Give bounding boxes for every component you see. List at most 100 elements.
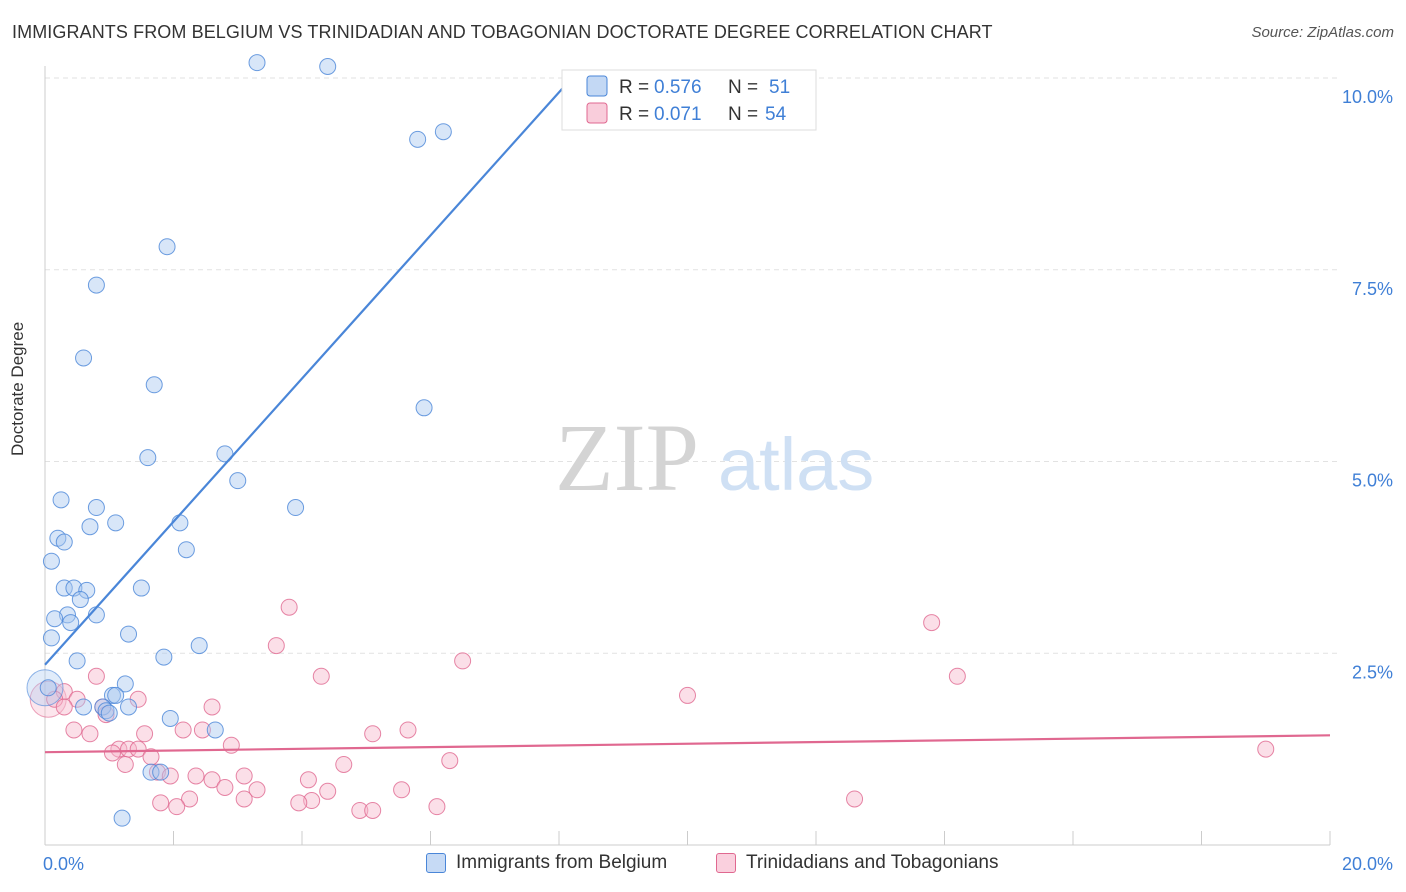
legend-r-label-trinidadians: R = [619, 104, 649, 125]
trinidadians-point-41 [393, 781, 411, 799]
trinidadians-point-12 [55, 698, 73, 716]
trinidadians-point-52 [1257, 740, 1275, 758]
trinidadians-point-37 [203, 771, 221, 789]
trinidadians-point-20 [364, 725, 382, 743]
trinidadians-point-1 [923, 614, 941, 632]
belgium-point-16 [107, 514, 125, 532]
legend-item-trinidadians[interactable]: Trinidadians and Tobagonians [716, 852, 998, 874]
legend-n-label-belgium: N = [728, 77, 758, 98]
trinidadians-point-2 [267, 637, 285, 655]
legend-swatch-trinidadians-bottom [716, 853, 736, 873]
trinidadians-point-51 [364, 801, 382, 819]
belgium-point-49 [113, 809, 131, 827]
trinidadians-point-28 [142, 748, 160, 766]
belgium-point-22 [55, 579, 73, 597]
trinidadians-point-39 [248, 781, 266, 799]
legend-swatch-belgium [586, 75, 608, 97]
trinidadians-point-34 [187, 767, 205, 785]
belgium-point-46 [206, 721, 224, 739]
belgium-point-39 [107, 686, 125, 704]
watermark: ZIP atlas [555, 404, 874, 511]
trinidadians-point-38 [216, 778, 234, 796]
legend-swatch-trinidadians [586, 102, 608, 124]
y-tick-label-3: 10.0% [1342, 87, 1393, 107]
trinidadians-point-18 [174, 721, 192, 739]
belgium-point-25 [132, 579, 150, 597]
trinidadians-point-47 [290, 794, 308, 812]
trinidadians-point-35 [235, 767, 253, 785]
chart-title: IMMIGRANTS FROM BELGIUM VS TRINIDADIAN A… [12, 22, 993, 42]
trinidadians-point-46 [303, 792, 321, 810]
chart-source: Source: ZipAtlas.com [1251, 24, 1394, 41]
trinidadians-point-31 [335, 755, 353, 773]
belgium-point-29 [46, 610, 64, 628]
belgium-point-5 [87, 276, 105, 294]
legend-r-value-belgium: 0.576 [654, 77, 702, 98]
belgium-point-4 [158, 238, 176, 256]
belgium-point-7 [145, 376, 163, 394]
x-tick-label-0: 0.0% [43, 854, 84, 874]
y-tick-label-2: 7.5% [1352, 279, 1393, 299]
trinidadians-point-17 [81, 725, 99, 743]
trinidadians-point-33 [161, 767, 179, 785]
trinidadians-point-45 [235, 790, 253, 808]
legend-n-value-trinidadians: 54 [765, 104, 787, 125]
trinidadians-point-19 [193, 721, 211, 739]
series-trinidadians [29, 598, 1275, 819]
legend-item-belgium[interactable]: Immigrants from Belgium [426, 852, 667, 874]
belgium-point-14 [287, 499, 305, 517]
y-tick-labels: 2.5% 5.0% 7.5% 10.0% [1342, 87, 1393, 682]
y-tick-label-0: 2.5% [1352, 662, 1393, 682]
trinidadians-point-42 [181, 790, 199, 808]
legend-swatch-belgium-bottom [426, 853, 446, 873]
watermark-atlas: atlas [718, 423, 874, 506]
trinidadians-point-36 [299, 771, 317, 789]
trinidadians-point-30 [116, 755, 134, 773]
belgium-point-11 [229, 472, 247, 490]
trinidadians-point-3 [454, 652, 472, 670]
trinidadians-point-16 [65, 721, 83, 739]
trinidadians-point-44 [152, 794, 170, 812]
x-tick-label-1: 20.0% [1342, 854, 1393, 874]
belgium-point-19 [55, 533, 73, 551]
belgium-point-3 [434, 123, 452, 141]
y-axis-label: Doctorate Degree [8, 321, 27, 456]
belgium-point-31 [120, 625, 138, 643]
belgium-point-8 [415, 399, 433, 417]
gridlines [45, 77, 1340, 654]
y-tick-label-1: 5.0% [1352, 471, 1393, 491]
trinidadians-point-0 [280, 598, 298, 616]
belgium-point-15 [81, 518, 99, 536]
belgium-point-24 [78, 581, 96, 599]
trinidadians-point-4 [312, 667, 330, 685]
trinidadians-point-25 [129, 740, 147, 758]
belgium-point-0 [248, 54, 266, 72]
legend-label-trinidadians: Trinidadians and Tobagonians [746, 852, 999, 873]
x-tick-labels: 0.0% 20.0% [43, 854, 1393, 874]
belgium-point-30 [62, 614, 80, 632]
trinidadians-point-21 [399, 721, 417, 739]
trinidadians-point-29 [441, 752, 459, 770]
trinidadians-point-43 [846, 790, 864, 808]
belgium-point-32 [42, 629, 60, 647]
belgium-point-12 [52, 491, 70, 509]
legend-r-value-trinidadians: 0.071 [654, 104, 702, 125]
belgium-point-42 [120, 698, 138, 716]
trinidadians-point-48 [168, 798, 186, 816]
belgium-point-37 [39, 679, 57, 697]
belgium-point-47 [142, 763, 160, 781]
belgium-point-35 [68, 652, 86, 670]
belgium-point-6 [75, 349, 93, 367]
belgium-point-1 [319, 57, 337, 75]
belgium-point-10 [216, 445, 234, 463]
belgium-point-9 [139, 449, 157, 467]
trinidadians-point-49 [428, 798, 446, 816]
trinidadians-point-9 [679, 686, 696, 704]
legend-n-value-belgium: 51 [769, 77, 790, 98]
belgium-point-20 [177, 541, 195, 559]
belgium-point-43 [97, 702, 115, 720]
trinidadians-point-22 [136, 725, 154, 743]
axes [44, 66, 1331, 846]
legend-r-label-belgium: R = [619, 77, 649, 98]
